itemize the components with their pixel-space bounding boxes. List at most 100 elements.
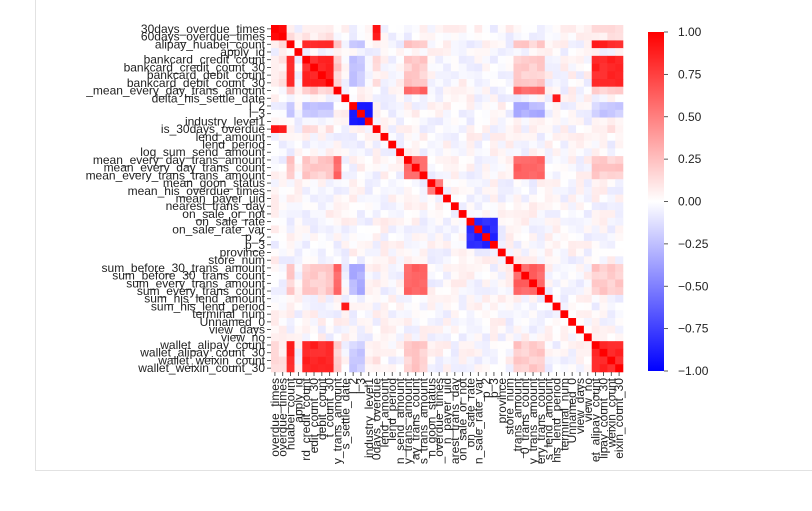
heatmap-cell	[591, 348, 600, 357]
heatmap-cell	[458, 163, 467, 172]
heatmap-cell	[560, 179, 569, 188]
heatmap-cell	[536, 40, 546, 49]
colorbar-tick-label: 0.75	[678, 67, 702, 81]
heatmap-cell	[599, 325, 608, 334]
heatmap-cell	[466, 156, 475, 165]
heatmap-cell	[317, 194, 327, 203]
heatmap-cell	[357, 25, 366, 34]
heatmap-cell	[536, 109, 546, 118]
heatmap-cell	[403, 179, 413, 188]
heatmap-cell	[317, 256, 327, 265]
heatmap-cell	[529, 86, 538, 95]
heatmap-cell	[403, 210, 413, 219]
heatmap-cell	[349, 364, 358, 373]
heatmap-cell	[599, 102, 608, 111]
heatmap-cell	[450, 264, 460, 273]
heatmap-cell	[544, 256, 553, 265]
heatmap-cell	[490, 94, 499, 103]
heatmap-cell	[310, 217, 319, 226]
heatmap-cell	[388, 94, 397, 103]
heatmap-cell	[317, 86, 327, 95]
heatmap-cell	[490, 86, 499, 95]
heatmap-cell	[490, 310, 499, 319]
heatmap-cell	[529, 217, 538, 226]
heatmap-cell	[482, 117, 491, 126]
heatmap-cell	[364, 117, 373, 126]
heatmap-cell	[380, 287, 389, 296]
heatmap-cell	[333, 279, 342, 288]
heatmap-cell	[357, 163, 366, 172]
heatmap-cell	[599, 48, 608, 57]
heatmap-cell	[607, 186, 616, 195]
heatmap-cell	[560, 240, 569, 249]
y-tick-label: mean_every_trans_trans_amount	[86, 168, 266, 182]
heatmap-cell	[278, 364, 287, 373]
heatmap-cell	[388, 271, 397, 280]
heatmap-cell	[536, 248, 546, 257]
heatmap-cell	[333, 348, 342, 357]
heatmap-cell	[294, 125, 303, 134]
heatmap-cell	[271, 48, 280, 57]
heatmap-cell	[286, 240, 295, 249]
heatmap-cell	[443, 225, 452, 234]
heatmap-cell	[411, 71, 420, 80]
heatmap-cell	[364, 94, 373, 103]
heatmap-cell	[450, 210, 460, 219]
heatmap-cell	[497, 279, 506, 288]
heatmap-cell	[310, 279, 319, 288]
y-tick-label: view_no	[221, 330, 265, 344]
heatmap-cell	[568, 117, 577, 126]
heatmap-cell	[450, 271, 460, 280]
heatmap-cell	[490, 348, 499, 357]
heatmap-cell	[576, 256, 585, 265]
heatmap-cell	[333, 248, 342, 257]
heatmap-cell	[372, 78, 381, 87]
heatmap-cell	[505, 48, 514, 57]
y-tick-label: bankcard_credit_count	[144, 53, 266, 67]
heatmap-cell	[552, 55, 561, 64]
heatmap-cell	[568, 40, 577, 49]
heatmap-cell	[302, 148, 311, 157]
heatmap-cell	[427, 364, 436, 373]
heatmap-cell	[380, 156, 389, 165]
heatmap-cell	[458, 364, 467, 373]
heatmap-cell	[325, 233, 334, 242]
heatmap-cell	[443, 25, 452, 34]
heatmap-cell	[497, 194, 506, 203]
heatmap-cell	[443, 356, 452, 365]
y-tick-label: bankcard_debit_count_30	[127, 76, 265, 90]
heatmap-cell	[490, 287, 499, 296]
heatmap-cell	[278, 210, 287, 219]
heatmap-cell	[286, 264, 295, 273]
heatmap-cell	[403, 194, 413, 203]
heatmap-cell	[536, 217, 546, 226]
heatmap-cell	[325, 48, 334, 57]
heatmap-cell	[583, 240, 593, 249]
heatmap-cell	[450, 102, 460, 111]
y-tick-label: p_3	[245, 238, 265, 252]
heatmap-cell	[349, 318, 358, 327]
heatmap-cell	[325, 94, 334, 103]
heatmap-cell	[576, 132, 585, 141]
heatmap-cell	[372, 25, 381, 34]
heatmap-cell	[591, 55, 600, 64]
heatmap-cell	[568, 302, 577, 311]
heatmap-cell	[536, 148, 546, 157]
heatmap-cell	[435, 94, 444, 103]
heatmap-cell	[411, 217, 420, 226]
heatmap-cell	[552, 248, 561, 257]
heatmap-cell	[349, 341, 358, 350]
heatmap-cell	[544, 109, 553, 118]
heatmap-cell	[349, 325, 358, 334]
heatmap-cell	[427, 148, 436, 157]
heatmap-cell	[310, 248, 319, 257]
heatmap-cell	[396, 94, 405, 103]
heatmap-cell	[568, 94, 577, 103]
heatmap-cell	[458, 356, 467, 365]
heatmap-cell	[513, 179, 522, 188]
heatmap-cell	[529, 302, 538, 311]
heatmap-cell	[552, 102, 561, 111]
heatmap-cell	[521, 302, 530, 311]
heatmap-cell	[302, 217, 311, 226]
heatmap-cell	[286, 40, 295, 49]
